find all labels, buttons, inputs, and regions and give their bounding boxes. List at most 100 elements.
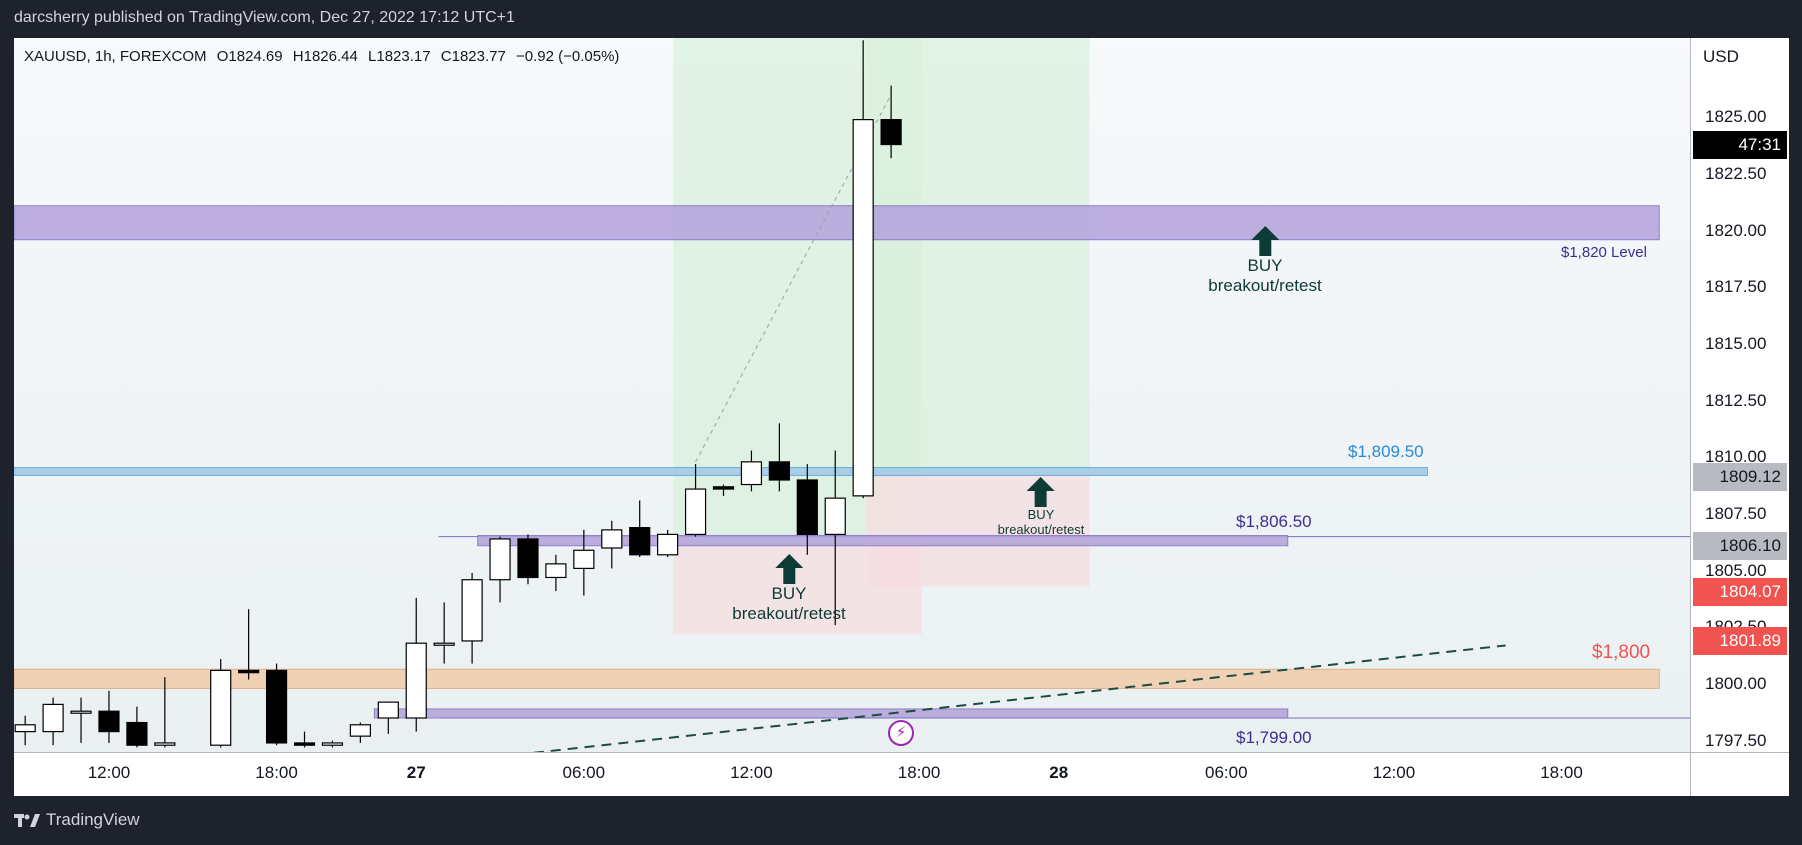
tradingview-logo-icon bbox=[14, 814, 40, 827]
time-tick: 12:00 bbox=[730, 763, 773, 782]
candle-bear bbox=[629, 527, 651, 556]
price-tick: 1807.50 bbox=[1705, 504, 1767, 523]
zone-label-1800: $1,800 bbox=[1592, 642, 1651, 663]
candle-bull bbox=[405, 642, 427, 719]
candle-bear bbox=[265, 669, 288, 744]
candle-bull bbox=[601, 529, 623, 549]
candle-bull bbox=[377, 701, 399, 719]
lightning-icon[interactable]: ⚡ bbox=[888, 720, 914, 746]
candle-bull bbox=[461, 579, 483, 642]
price-tick: 1812.50 bbox=[1705, 390, 1767, 410]
time-tick: 18:00 bbox=[897, 763, 941, 782]
time-axis[interactable]: 12:00 18:00 27 06:00 12:00 18:00 28 06:00 12:00 1… bbox=[14, 752, 1690, 796]
zone--1-800 bbox=[14, 668, 1660, 690]
time-tick: 18:00 bbox=[255, 763, 298, 782]
candle-bull bbox=[657, 533, 679, 556]
candle-bear bbox=[712, 486, 735, 490]
axis-corner bbox=[1690, 752, 1789, 796]
price-tag-1809: 1809.12 bbox=[1693, 463, 1787, 492]
price-tick: 1825.00 bbox=[1705, 107, 1767, 127]
candle-bear bbox=[126, 721, 148, 746]
candle-bull bbox=[573, 549, 595, 569]
candle-bear bbox=[293, 742, 316, 746]
setup-label: breakout/retest bbox=[1208, 276, 1322, 295]
chart-frame: XAUUSD, 1h, FOREXCOM O1824.69 H1826.44 L… bbox=[14, 38, 1789, 796]
price-tick: 1820.00 bbox=[1705, 220, 1767, 240]
buy-annotation-mid: BUY breakout/retest bbox=[997, 477, 1085, 537]
candle-bull bbox=[684, 488, 707, 536]
price-tick: 1817.50 bbox=[1705, 277, 1767, 297]
position-target-zone bbox=[865, 38, 1090, 474]
time-tick: 06:00 bbox=[1205, 763, 1248, 782]
publisher-line: darcsherry published on TradingView.com,… bbox=[14, 9, 515, 26]
candle-bear bbox=[796, 479, 818, 536]
footer-brand: TradingView bbox=[46, 810, 140, 829]
legend-high: H1826.44 bbox=[292, 48, 358, 65]
up-arrow-icon bbox=[1027, 477, 1055, 507]
price-tag-1806: 1806.10 bbox=[1693, 531, 1787, 560]
price-tick: 1800.00 bbox=[1705, 674, 1767, 693]
buy-label: BUY bbox=[1027, 507, 1055, 522]
countdown-tag: 47:31 bbox=[1693, 130, 1787, 159]
price-axis[interactable]: USD 1825.00 1822.50 1820.00 1817.50 1815.00 1… bbox=[1690, 38, 1789, 752]
price-tick: 1810.00 bbox=[1705, 447, 1767, 467]
chart-plot-area[interactable]: XAUUSD, 1h, FOREXCOM O1824.69 H1826.44 L… bbox=[14, 38, 1690, 752]
currency-label[interactable]: USD bbox=[1703, 47, 1739, 66]
candle-bear bbox=[517, 538, 539, 579]
candle-bear bbox=[768, 461, 790, 481]
zone-label-1820: $1,820 Level bbox=[1561, 244, 1647, 261]
candle-bull bbox=[824, 497, 846, 535]
price-tick: 1797.50 bbox=[1705, 730, 1767, 750]
candle-bull bbox=[740, 461, 763, 486]
ohlc-legend: XAUUSD, 1h, FOREXCOM O1824.69 H1826.44 L… bbox=[24, 48, 625, 65]
legend-open: O1824.69 bbox=[216, 48, 283, 65]
position-stop-zone bbox=[865, 473, 1090, 587]
chart-svg bbox=[14, 38, 1690, 752]
legend-low: L1823.17 bbox=[368, 48, 431, 65]
candle-bull bbox=[70, 710, 92, 714]
candle-bull bbox=[433, 642, 455, 646]
price-tick: 1822.50 bbox=[1705, 164, 1767, 183]
candle-bull bbox=[489, 538, 511, 581]
buy-label: BUY bbox=[771, 584, 807, 603]
time-tick: 18:00 bbox=[1540, 763, 1583, 782]
buy-annotation-top: BUY breakout/retest bbox=[1208, 226, 1322, 296]
zone--1-809-50 bbox=[14, 467, 1428, 476]
candle-bull bbox=[14, 724, 36, 733]
legend-change: −0.92 (−0.05%) bbox=[516, 48, 620, 65]
candle-bear bbox=[98, 710, 120, 733]
tradingview-footer[interactable]: TradingView bbox=[14, 810, 140, 830]
time-tick: 06:00 bbox=[562, 763, 606, 782]
candle-bull bbox=[321, 742, 344, 746]
candle-bull bbox=[42, 703, 64, 733]
price-tag-1801: 1801.89 bbox=[1693, 627, 1787, 656]
price-tag-1804: 1804.07 bbox=[1693, 577, 1787, 606]
candle-bear bbox=[880, 118, 902, 146]
legend-close: C1823.77 bbox=[440, 48, 506, 65]
time-tick: 27 bbox=[406, 763, 426, 782]
buy-annotation-low: BUY breakout/retest bbox=[732, 554, 846, 624]
candle-bull bbox=[852, 118, 874, 497]
zone--1-806-50 bbox=[477, 535, 1289, 547]
price-tick: 1815.00 bbox=[1705, 334, 1767, 353]
time-tick: 12:00 bbox=[1372, 763, 1416, 782]
up-arrow-icon bbox=[1251, 226, 1279, 256]
setup-label: breakout/retest bbox=[732, 604, 846, 623]
up-arrow-icon bbox=[775, 554, 803, 584]
setup-label: breakout/retest bbox=[997, 522, 1085, 537]
candle-bull bbox=[210, 669, 232, 746]
time-tick: 28 bbox=[1049, 763, 1069, 782]
zone--1-820-level bbox=[14, 205, 1660, 241]
buy-label: BUY bbox=[1247, 256, 1283, 275]
zone-label-1809: $1,809.50 bbox=[1348, 442, 1424, 461]
time-tick: 12:00 bbox=[87, 763, 131, 782]
trend-line bbox=[531, 644, 1506, 752]
candle-bear bbox=[238, 669, 260, 674]
candle-bull bbox=[154, 742, 176, 746]
price-tick: 1805.00 bbox=[1705, 560, 1767, 580]
candle-bull bbox=[545, 563, 567, 579]
zone--1-799-00 bbox=[373, 708, 1289, 719]
candle-bull bbox=[349, 724, 371, 737]
legend-symbol[interactable]: XAUUSD, 1h, FOREXCOM bbox=[24, 48, 207, 65]
zone-label-1806: $1,806.50 bbox=[1236, 512, 1312, 531]
